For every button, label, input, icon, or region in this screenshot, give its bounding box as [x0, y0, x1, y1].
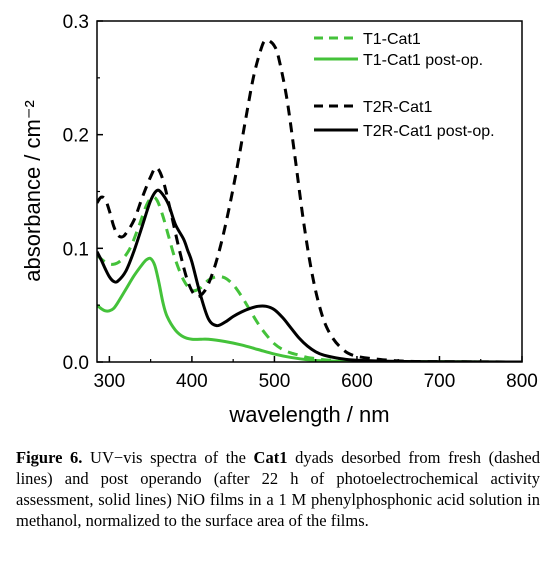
legend: T1-Cat1 T1-Cat1 post-op. T2R-Cat1 T2R-Cat1 … — [314, 31, 495, 140]
y-tick-label: 0.2 — [63, 126, 89, 147]
x-tick-label: 500 — [259, 371, 291, 392]
series-line-t2r-cat1-post-op — [97, 188, 522, 362]
caption-text-1: UV−vis spectra of the — [82, 448, 254, 467]
legend-label-t2r-cat1: T2R-Cat1 — [363, 99, 432, 116]
caption-text-2: dyads desorbed from fresh (dashed lines)… — [16, 448, 540, 530]
figure: 300 400 500 600 700 800 0.0 0.1 0.2 0.3 wavelengt… — [16, 12, 540, 530]
y-tick-label: 0.1 — [63, 239, 89, 260]
x-axis-title: wavelength / nm — [228, 402, 389, 427]
x-tick-label: 600 — [341, 371, 373, 392]
legend-label-t1-cat1-post-op: T1-Cat1 post-op. — [363, 52, 483, 69]
figure-caption: Figure 6. UV−vis spectra of the Cat1 dya… — [16, 447, 540, 531]
series-line-t1-cat1 — [97, 195, 522, 362]
y-axis-title: absorbance / cm⁻² — [20, 100, 45, 282]
x-tick-label: 400 — [176, 371, 208, 392]
y-tick-label: 0.0 — [63, 353, 89, 374]
y-tick-label: 0.3 — [63, 12, 89, 33]
uv-vis-chart: 300 400 500 600 700 800 0.0 0.1 0.2 0.3 wavelengt… — [20, 12, 538, 427]
caption-bold-term: Cat1 — [253, 448, 288, 467]
caption-label: Figure 6. — [16, 448, 83, 467]
legend-label-t2r-cat1-post-op: T2R-Cat1 post-op. — [363, 123, 495, 140]
x-tick-label: 700 — [424, 371, 456, 392]
series-line-t2r-cat1 — [97, 38, 522, 362]
x-tick-label: 800 — [506, 371, 538, 392]
x-tick-label: 300 — [94, 371, 126, 392]
legend-label-t1-cat1: T1-Cat1 — [363, 31, 421, 48]
series-line-t1-cat1-post-op — [97, 256, 522, 362]
